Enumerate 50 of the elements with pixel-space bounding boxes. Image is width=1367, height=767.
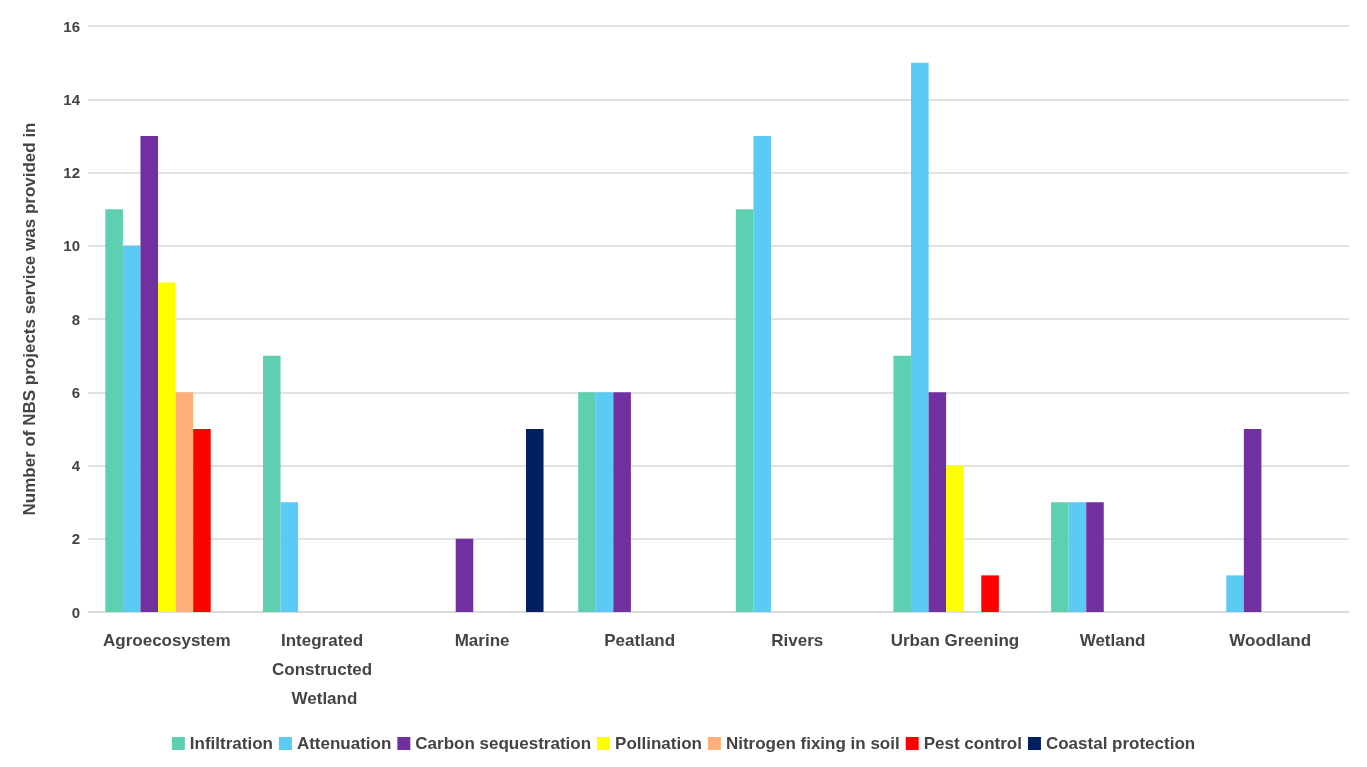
y-tick-label: 0	[71, 603, 80, 621]
x-tick-label: Wetland	[1079, 631, 1146, 650]
x-tick-label: Rivers	[771, 631, 824, 650]
bar	[262, 355, 281, 612]
legend-label: Pollination	[615, 734, 702, 753]
y-tick-label: 10	[63, 237, 80, 255]
y-tick-label: 2	[71, 530, 80, 548]
bar	[911, 62, 929, 612]
bar	[158, 282, 176, 612]
legend-label: Nitrogen fixing in soil	[725, 734, 900, 753]
legend-label: Coastal protection	[1045, 734, 1196, 753]
y-tick-label: 6	[71, 383, 80, 401]
legend-label: Infiltration	[189, 734, 273, 753]
y-tick-label: 16	[63, 17, 80, 35]
x-tick-label: Marine	[454, 631, 510, 650]
x-tick-label: Peatland	[604, 631, 676, 650]
bar	[595, 392, 614, 612]
y-tick-label: 12	[63, 164, 80, 181]
y-tick-label: 4	[71, 457, 81, 474]
bar	[735, 209, 754, 612]
bar	[1243, 428, 1262, 612]
bar	[140, 135, 159, 612]
bar	[753, 135, 771, 612]
bar	[280, 502, 299, 612]
bar	[1086, 502, 1104, 612]
bar	[613, 392, 631, 612]
x-tick-label: Woodland	[1229, 631, 1312, 650]
bar	[175, 392, 194, 612]
y-tick-label: 8	[71, 310, 80, 328]
bar	[122, 245, 141, 612]
legend-label: Carbon sequestration	[415, 734, 592, 753]
bar	[946, 465, 964, 612]
bar	[578, 392, 596, 612]
bar	[893, 355, 912, 612]
y-axis-title: Number of NBS projects service was provided in	[20, 122, 39, 516]
legend-label: Pest control	[923, 734, 1022, 753]
legend-label: Attenuation	[296, 734, 392, 753]
bar	[1068, 502, 1087, 612]
bar	[1051, 502, 1069, 612]
bar	[105, 209, 123, 612]
x-tick-label: Agroecosystem	[103, 631, 231, 650]
y-tick-label: 14	[63, 90, 81, 108]
bar	[455, 538, 474, 612]
bar	[1226, 575, 1244, 612]
x-tick-label: Integrated Constructed Wetland	[272, 631, 377, 708]
bar	[981, 575, 999, 612]
bar	[928, 392, 947, 612]
x-tick-label: Urban Greening	[890, 631, 1020, 650]
bar	[525, 428, 544, 612]
bar	[193, 428, 211, 612]
